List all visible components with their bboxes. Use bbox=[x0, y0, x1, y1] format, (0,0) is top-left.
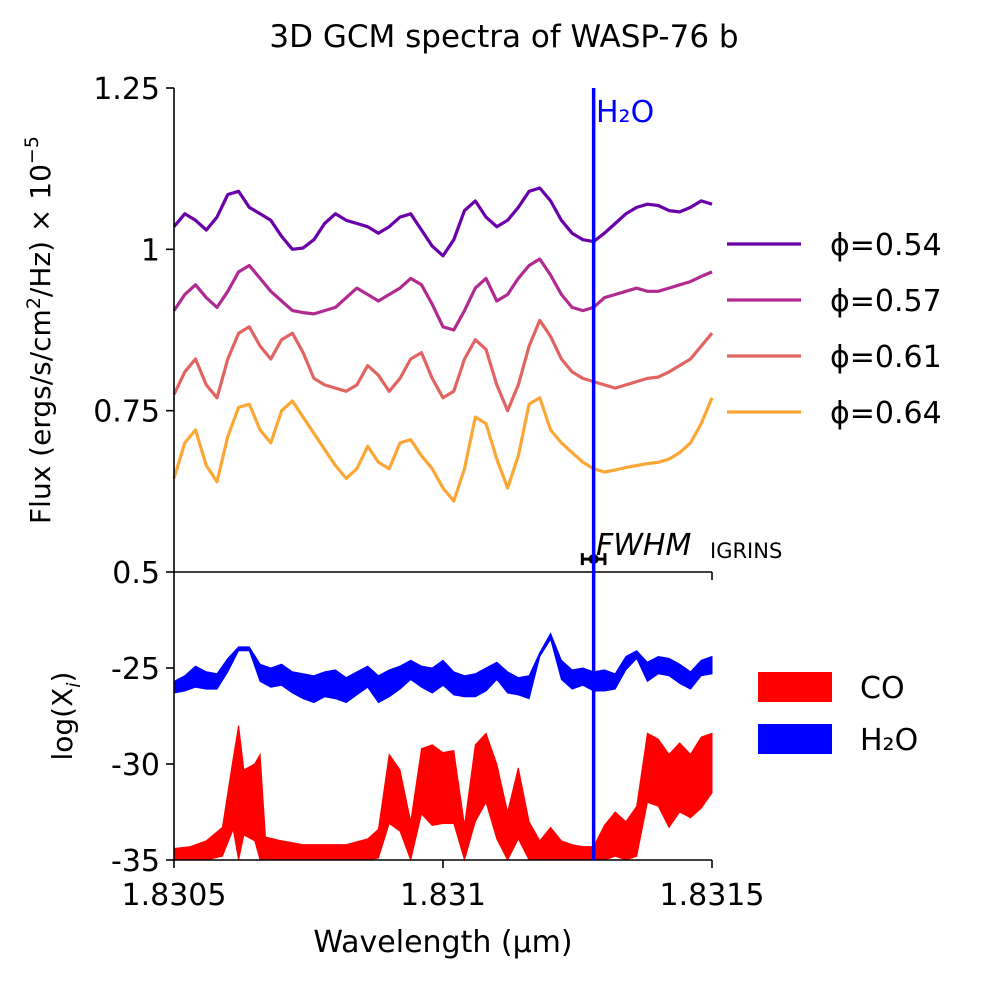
abundance-legend-swatch-0 bbox=[758, 672, 832, 702]
abundance-y-tick-label: -25 bbox=[111, 652, 160, 687]
flux-y-tick-label: 0.75 bbox=[93, 395, 160, 430]
flux-y-label-mid: /Hz) × 10 bbox=[24, 164, 57, 297]
abundance-y-ticks: -35 -30 -25 bbox=[111, 652, 174, 879]
abundance-x-tick-label: 1.8315 bbox=[660, 878, 765, 913]
abundance-panel: -35 -30 -25 1.8305 1.831 1.8315 log(Xi) Wave… bbox=[46, 572, 918, 960]
flux-legend: ϕ=0.54 ϕ=0.57 ϕ=0.61 ϕ=0.64 bbox=[727, 228, 942, 431]
flux-legend-label-0: ϕ=0.54 bbox=[830, 228, 942, 263]
abundance-y-tick-label: -30 bbox=[111, 748, 160, 783]
abundance-legend: CO H₂O bbox=[758, 671, 918, 758]
abundance-legend-label-0: CO bbox=[860, 671, 905, 706]
abundance-legend-swatch-1 bbox=[758, 724, 832, 754]
flux-y-ticks: 0.5 0.75 1 1.25 bbox=[93, 72, 174, 591]
abundance-band-0 bbox=[173, 725, 713, 862]
flux-legend-label-3: ϕ=0.64 bbox=[830, 396, 942, 431]
x-axis-label: Wavelength (µm) bbox=[313, 925, 572, 960]
flux-series-line-2 bbox=[172, 318, 714, 413]
abundance-band-1 bbox=[173, 632, 713, 704]
flux-series-line-1 bbox=[172, 257, 713, 332]
abundance-y-tick-label: -35 bbox=[111, 844, 160, 879]
chart-title: 3D GCM spectra of WASP-76 b bbox=[269, 19, 738, 55]
flux-y-tick-label: 0.5 bbox=[112, 556, 160, 591]
abundance-series-group bbox=[173, 632, 713, 862]
flux-series-line-0 bbox=[172, 186, 713, 258]
flux-panel: 0.5 0.75 1 1.25 Flux (ergs/s/cm2/Hz) × 10−5… bbox=[21, 72, 942, 591]
flux-series-line-3 bbox=[172, 396, 714, 503]
abundance-x-tick-label: 1.8305 bbox=[122, 878, 227, 913]
flux-y-label-sup: 2 bbox=[23, 297, 45, 309]
abundance-x-tick-label: 1.831 bbox=[400, 878, 486, 913]
flux-y-axis-label: Flux (ergs/s/cm2/Hz) × 10−5 bbox=[21, 136, 57, 524]
abundance-legend-label-1: H₂O bbox=[860, 723, 918, 758]
flux-series-group bbox=[172, 186, 714, 503]
flux-y-label-main: Flux (ergs/s/cm bbox=[24, 309, 57, 524]
flux-y-tick-label: 1 bbox=[141, 233, 160, 268]
flux-legend-label-1: ϕ=0.57 bbox=[830, 284, 942, 319]
flux-y-tick-label: 1.25 bbox=[93, 72, 160, 107]
flux-legend-label-2: ϕ=0.61 bbox=[830, 340, 942, 375]
flux-y-label-exp: −5 bbox=[21, 136, 43, 164]
fwhm-subscript: IGRINS bbox=[710, 539, 782, 563]
h2o-marker-label: H₂O bbox=[596, 95, 654, 130]
fwhm-label: FWHM bbox=[596, 528, 691, 563]
abundance-x-ticks: 1.8305 1.831 1.8315 bbox=[122, 860, 765, 913]
abundance-y-axis-label: log(Xi) bbox=[46, 671, 85, 760]
